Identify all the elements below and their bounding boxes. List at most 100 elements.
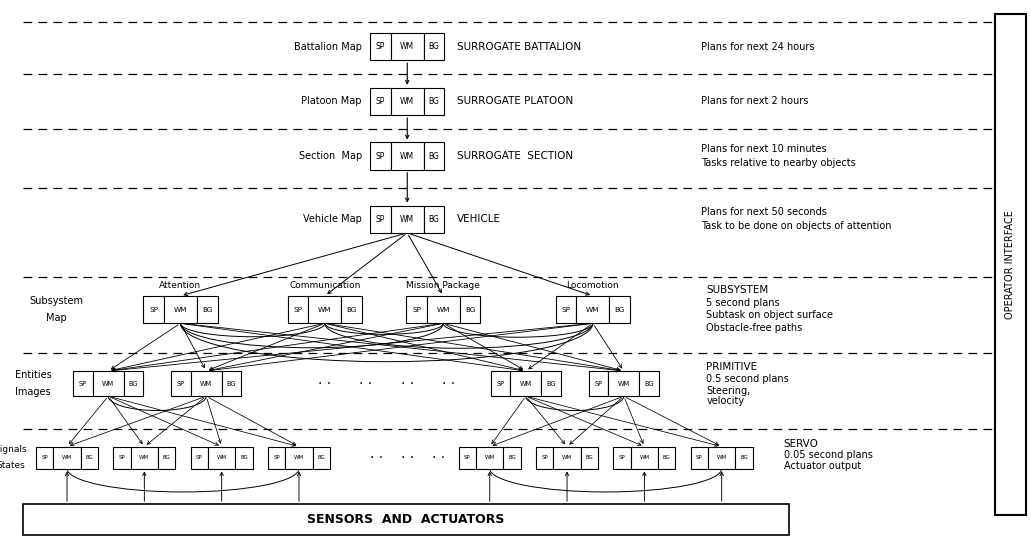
Text: SURROGATE BATTALION: SURROGATE BATTALION (457, 42, 580, 52)
Bar (286, 447, 312, 469)
Text: BG: BG (346, 307, 357, 312)
Text: BG: BG (546, 381, 556, 386)
Text: Platoon Map: Platoon Map (301, 96, 362, 106)
Bar (73, 371, 93, 396)
Text: WM: WM (200, 381, 212, 386)
Text: WM: WM (319, 307, 331, 312)
Text: Communication: Communication (289, 282, 361, 290)
Text: Locomotion: Locomotion (566, 282, 620, 290)
Text: Map: Map (46, 313, 67, 323)
Text: BG: BG (318, 455, 325, 460)
Text: SP: SP (696, 455, 703, 460)
Text: WM: WM (400, 152, 414, 161)
Bar (589, 371, 608, 396)
Bar (235, 447, 253, 469)
Text: SP: SP (497, 381, 504, 386)
Text: Plans for next 50 seconds: Plans for next 50 seconds (701, 207, 827, 217)
Text: BG: BG (586, 455, 593, 460)
Bar (391, 88, 424, 115)
Text: WM: WM (520, 381, 532, 386)
Bar (391, 33, 424, 60)
Bar (171, 371, 191, 396)
Text: Mission Package: Mission Package (406, 282, 480, 290)
Text: · ·: · · (360, 376, 372, 391)
Bar (54, 447, 80, 469)
Text: SP: SP (119, 455, 126, 460)
Text: Tasks relative to nearby objects: Tasks relative to nearby objects (701, 158, 856, 168)
Text: Plans for next 24 hours: Plans for next 24 hours (701, 42, 814, 52)
Text: WM: WM (174, 307, 187, 312)
Text: BG: BG (740, 455, 747, 460)
Text: WM: WM (217, 455, 227, 460)
Text: WM: WM (400, 42, 414, 51)
Text: Section  Map: Section Map (299, 151, 362, 161)
Bar (113, 447, 131, 469)
Text: States: States (0, 461, 25, 470)
Text: SURROGATE PLATOON: SURROGATE PLATOON (457, 96, 573, 106)
Text: SP: SP (562, 307, 570, 312)
Bar (222, 371, 241, 396)
Text: SP: SP (79, 381, 87, 386)
Bar (459, 447, 476, 469)
Bar (554, 447, 580, 469)
Bar (197, 296, 218, 323)
Text: SP: SP (196, 455, 203, 460)
Text: BG: BG (465, 307, 475, 312)
Text: WM: WM (485, 455, 495, 460)
Text: SP: SP (376, 42, 386, 51)
Text: 0.5 second plans: 0.5 second plans (706, 374, 789, 384)
Bar (424, 33, 444, 60)
Bar (735, 447, 753, 469)
Text: BG: BG (614, 307, 625, 312)
Text: · ·: · · (370, 450, 383, 465)
Text: BG: BG (644, 381, 654, 386)
Bar (124, 371, 143, 396)
Bar (491, 371, 510, 396)
Text: 0.05 second plans: 0.05 second plans (784, 450, 872, 460)
Text: WM: WM (562, 455, 572, 460)
Bar (427, 296, 460, 323)
Bar (158, 447, 175, 469)
Text: SP: SP (376, 97, 386, 106)
Text: WM: WM (400, 97, 414, 106)
Text: SENSORS  AND  ACTUATORS: SENSORS AND ACTUATORS (307, 513, 504, 526)
Bar (370, 142, 391, 170)
Bar (370, 206, 391, 233)
Text: WM: WM (102, 381, 114, 386)
Text: BG: BG (429, 152, 439, 161)
Bar (541, 371, 561, 396)
Bar (510, 371, 541, 396)
Bar (556, 296, 576, 323)
Bar (23, 504, 789, 535)
Bar (631, 447, 658, 469)
Text: BG: BG (240, 455, 247, 460)
Text: SP: SP (376, 152, 386, 161)
Bar (164, 296, 197, 323)
Text: Obstacle-free paths: Obstacle-free paths (706, 323, 802, 333)
Text: BG: BG (508, 455, 516, 460)
Bar (639, 371, 659, 396)
Bar (191, 447, 208, 469)
Bar (708, 447, 735, 469)
Bar (580, 447, 598, 469)
Bar (370, 88, 391, 115)
Bar (503, 447, 521, 469)
Text: WM: WM (618, 381, 630, 386)
Text: WM: WM (62, 455, 72, 460)
Text: 5 second plans: 5 second plans (706, 298, 779, 308)
Text: SP: SP (41, 455, 48, 460)
Text: Entities: Entities (14, 370, 52, 380)
Bar (308, 296, 341, 323)
Text: WM: WM (587, 307, 599, 312)
Bar (191, 371, 222, 396)
Bar (131, 447, 158, 469)
Text: Images: Images (15, 387, 51, 397)
Text: BG: BG (663, 455, 670, 460)
Bar (995, 14, 1026, 515)
Text: WM: WM (400, 215, 414, 224)
Bar (460, 296, 480, 323)
Text: · ·: · · (442, 376, 455, 391)
Bar (424, 206, 444, 233)
Bar (370, 33, 391, 60)
Bar (609, 296, 630, 323)
